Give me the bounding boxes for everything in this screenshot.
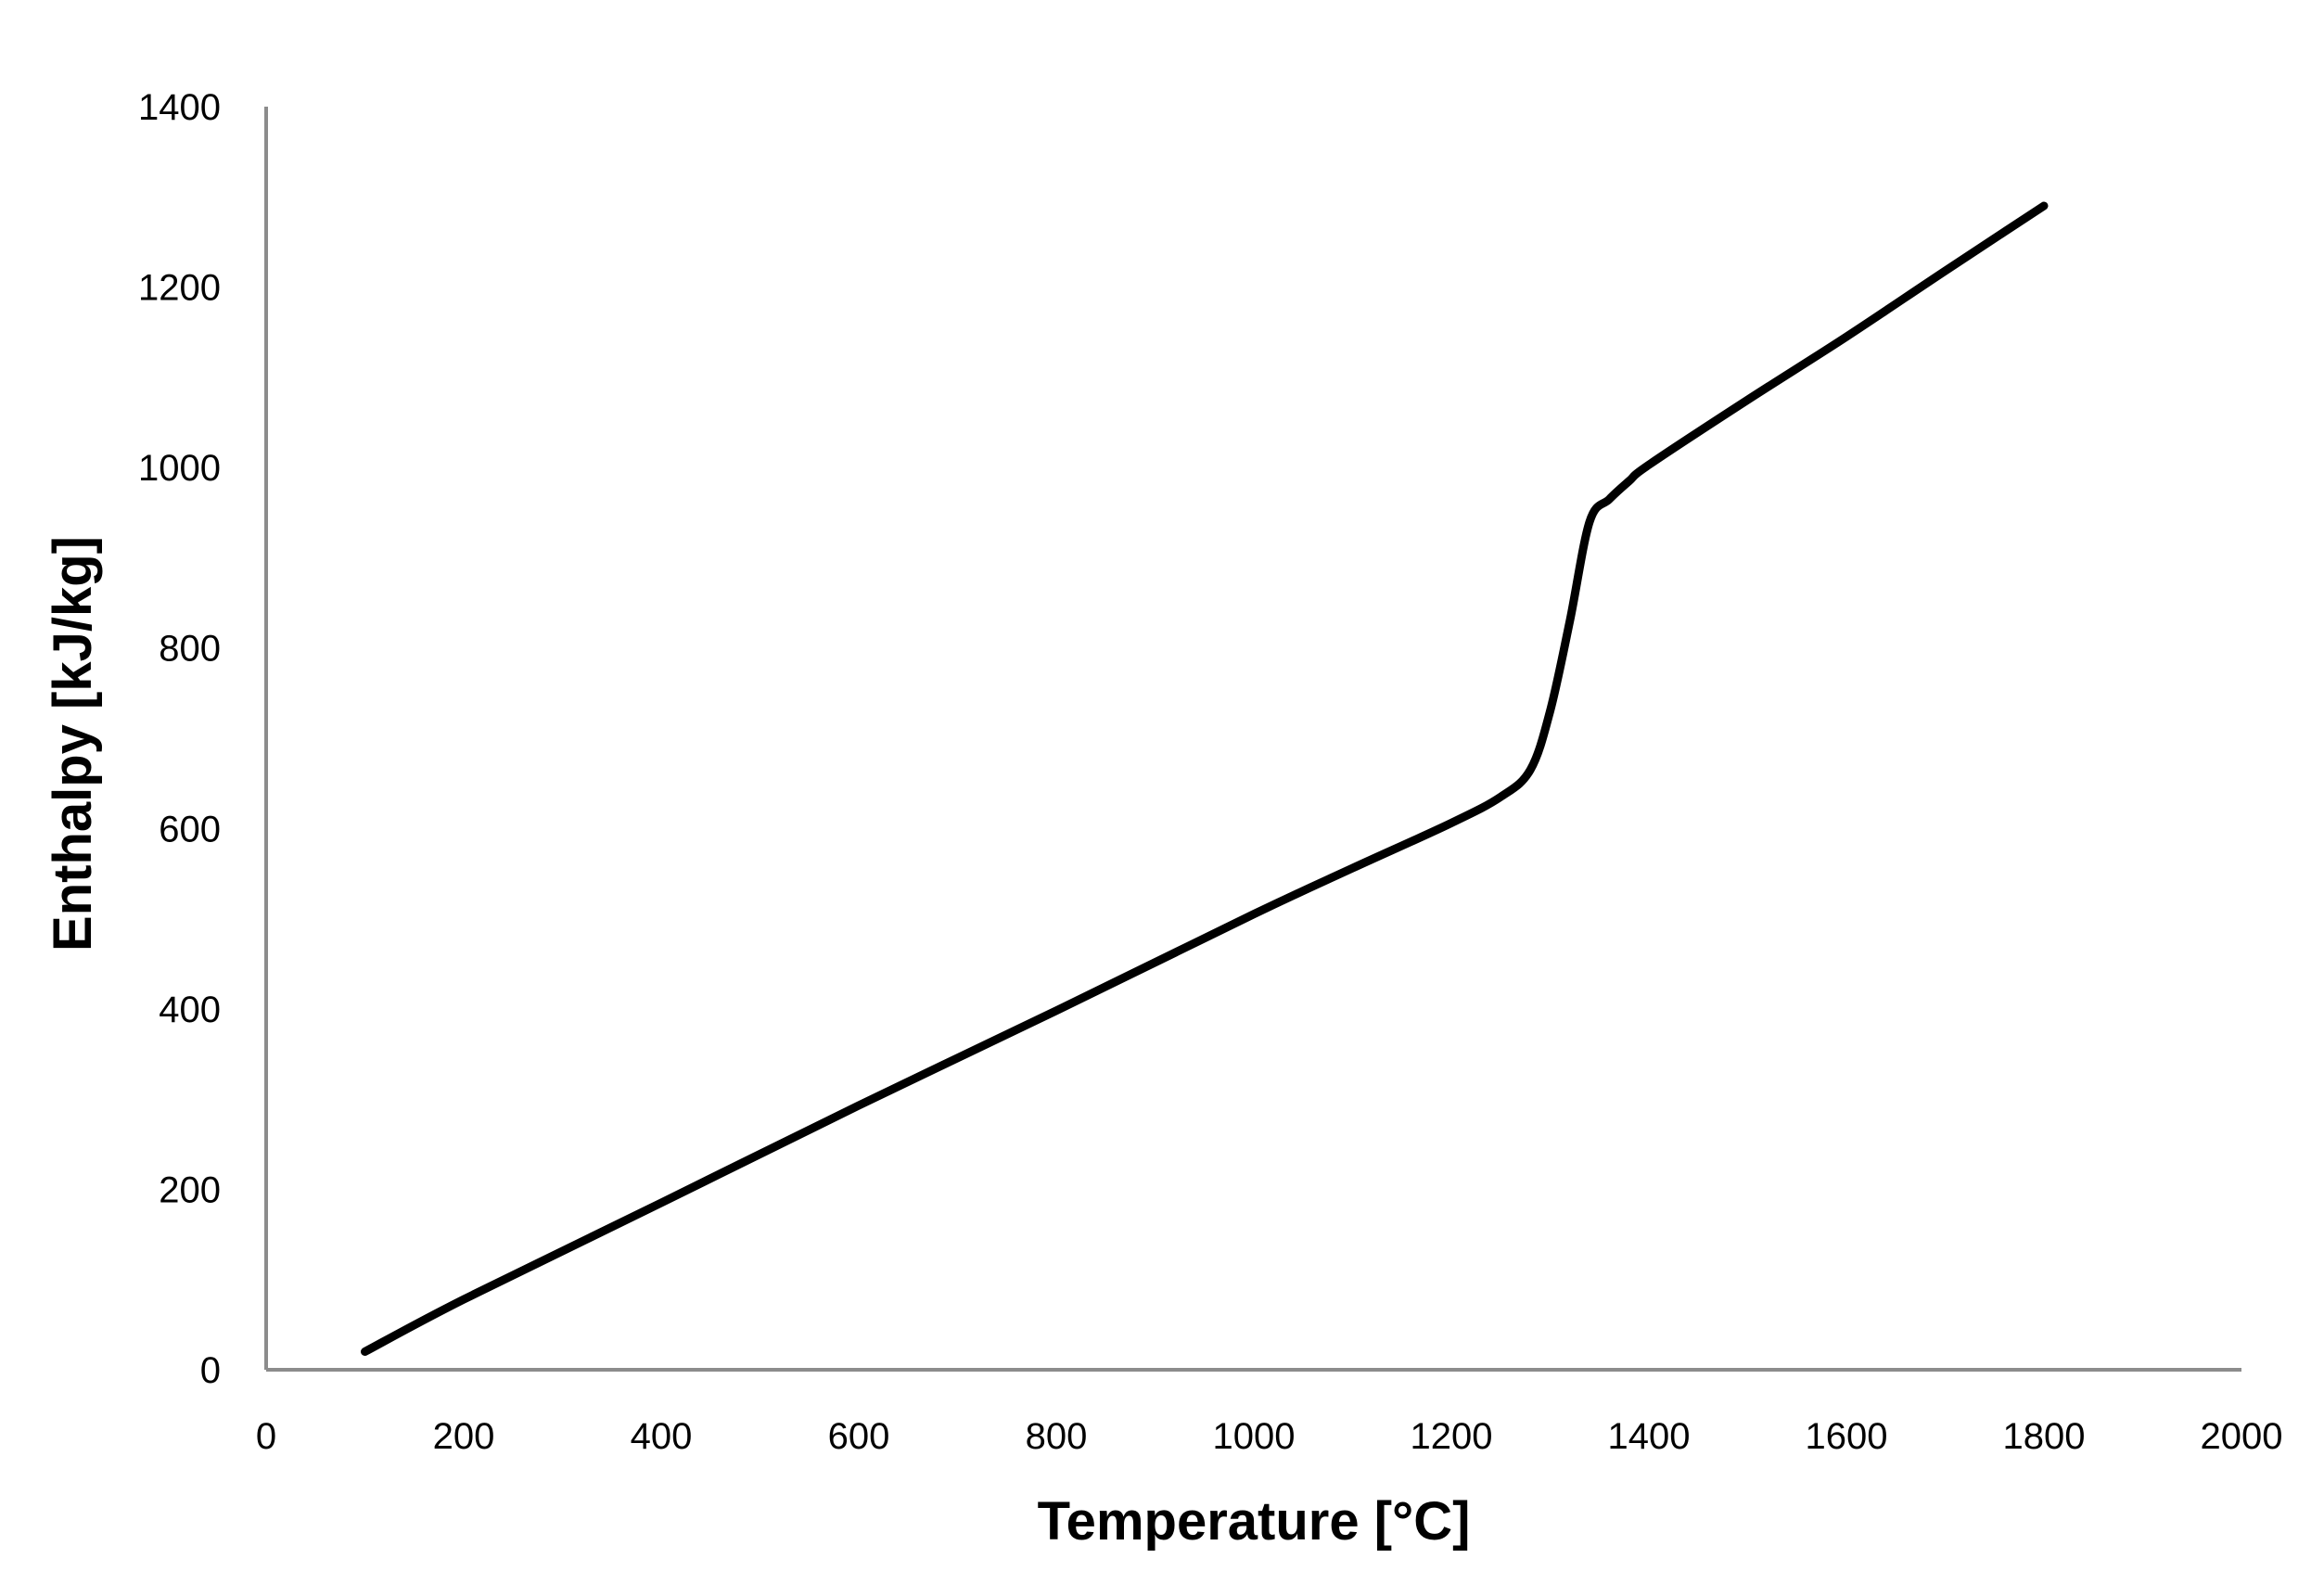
x-tick-label: 600	[828, 1416, 890, 1457]
y-tick-label: 200	[159, 1169, 221, 1210]
y-tick-labels: 0 200 400 600 800 1000 1200 1400	[138, 87, 221, 1391]
y-tick-label: 600	[159, 809, 221, 849]
x-tick-label: 1400	[1608, 1416, 1691, 1457]
x-tick-label: 0	[256, 1416, 276, 1457]
x-tick-label: 1600	[1806, 1416, 1888, 1457]
y-tick-label: 400	[159, 990, 221, 1030]
x-tick-labels: 0 200 400 600 800 1000 1200 1400 1600 1800 2000	[256, 1416, 2283, 1457]
y-axis-title: Enthalpy [kJ/kg]	[43, 536, 103, 952]
series-line	[361, 201, 2049, 1356]
y-tick-label: 1200	[138, 268, 221, 309]
x-tick-label: 800	[1026, 1416, 1088, 1457]
y-tick-label: 0	[200, 1350, 221, 1391]
series-group	[361, 201, 2049, 1356]
x-tick-label: 1000	[1213, 1416, 1296, 1457]
x-axis-title: Temperature [°C]	[1038, 1491, 1471, 1552]
x-tick-label: 200	[433, 1416, 495, 1457]
y-tick-label: 1400	[138, 87, 221, 128]
x-tick-label: 1200	[1411, 1416, 1493, 1457]
x-tick-label: 2000	[2201, 1416, 2283, 1457]
y-tick-label: 800	[159, 629, 221, 670]
y-tick-label: 1000	[138, 448, 221, 489]
x-tick-label: 400	[631, 1416, 693, 1457]
x-tick-label: 1800	[2003, 1416, 2086, 1457]
